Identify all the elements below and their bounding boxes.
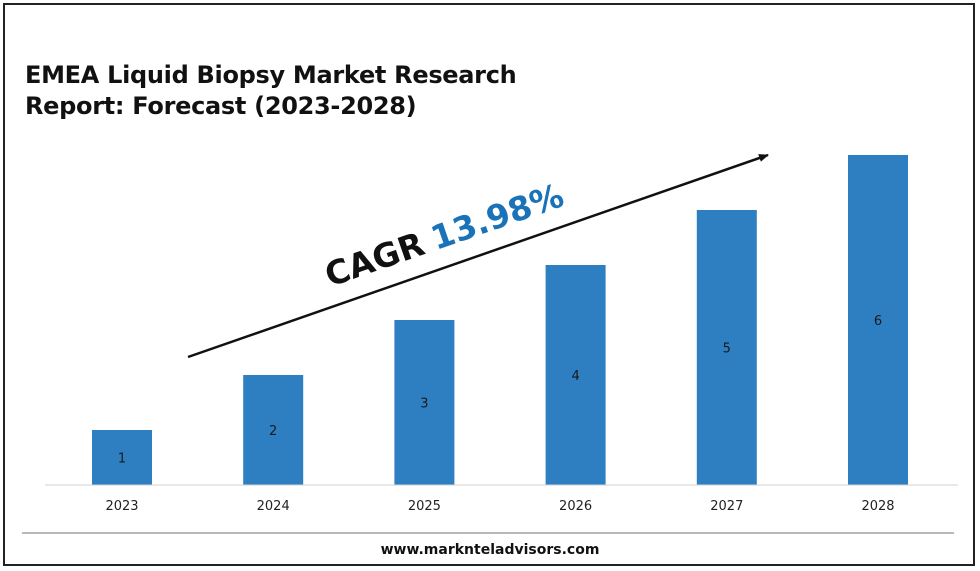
x-tick-2027: 2027 xyxy=(710,499,743,514)
bar-2028 xyxy=(848,155,908,485)
bar-2025 xyxy=(394,320,455,485)
x-tick-2026: 2026 xyxy=(559,499,592,514)
bar-2024 xyxy=(243,375,304,485)
title-line-2: Report: Forecast (2023-2028) xyxy=(25,92,417,120)
bars-layer: 1 2 3 4 5 6 xyxy=(92,155,908,485)
bar-2026 xyxy=(545,265,606,485)
bar-2027 xyxy=(696,210,757,485)
x-tick-2025: 2025 xyxy=(408,499,441,514)
data-label-2028: 6 xyxy=(874,314,882,329)
data-label-2025: 3 xyxy=(420,397,428,412)
x-tick-2028: 2028 xyxy=(861,499,894,514)
data-label-2023: 1 xyxy=(118,452,126,467)
title-line-1: EMEA Liquid Biopsy Market Research xyxy=(25,61,517,89)
growth-trend-arrow xyxy=(187,153,769,359)
x-tick-2024: 2024 xyxy=(257,499,290,514)
cagr-annotation: CAGR13.98% xyxy=(320,176,569,295)
x-tick-2023: 2023 xyxy=(105,499,138,514)
footer-divider xyxy=(22,532,954,534)
data-label-2026: 4 xyxy=(571,369,579,384)
data-label-2024: 2 xyxy=(269,424,277,439)
cagr-value: 13.98% xyxy=(426,176,569,258)
x-tick-labels: 2023 2024 2025 2026 2027 2028 xyxy=(105,499,894,514)
chart-title: EMEA Liquid Biopsy Market Research Repor… xyxy=(25,60,517,122)
chart-frame xyxy=(3,3,975,566)
cagr-label: CAGR xyxy=(320,224,429,294)
data-label-2027: 5 xyxy=(723,342,731,357)
footer-website: www.marknteladvisors.com xyxy=(380,542,600,558)
bar-2023 xyxy=(92,430,152,485)
